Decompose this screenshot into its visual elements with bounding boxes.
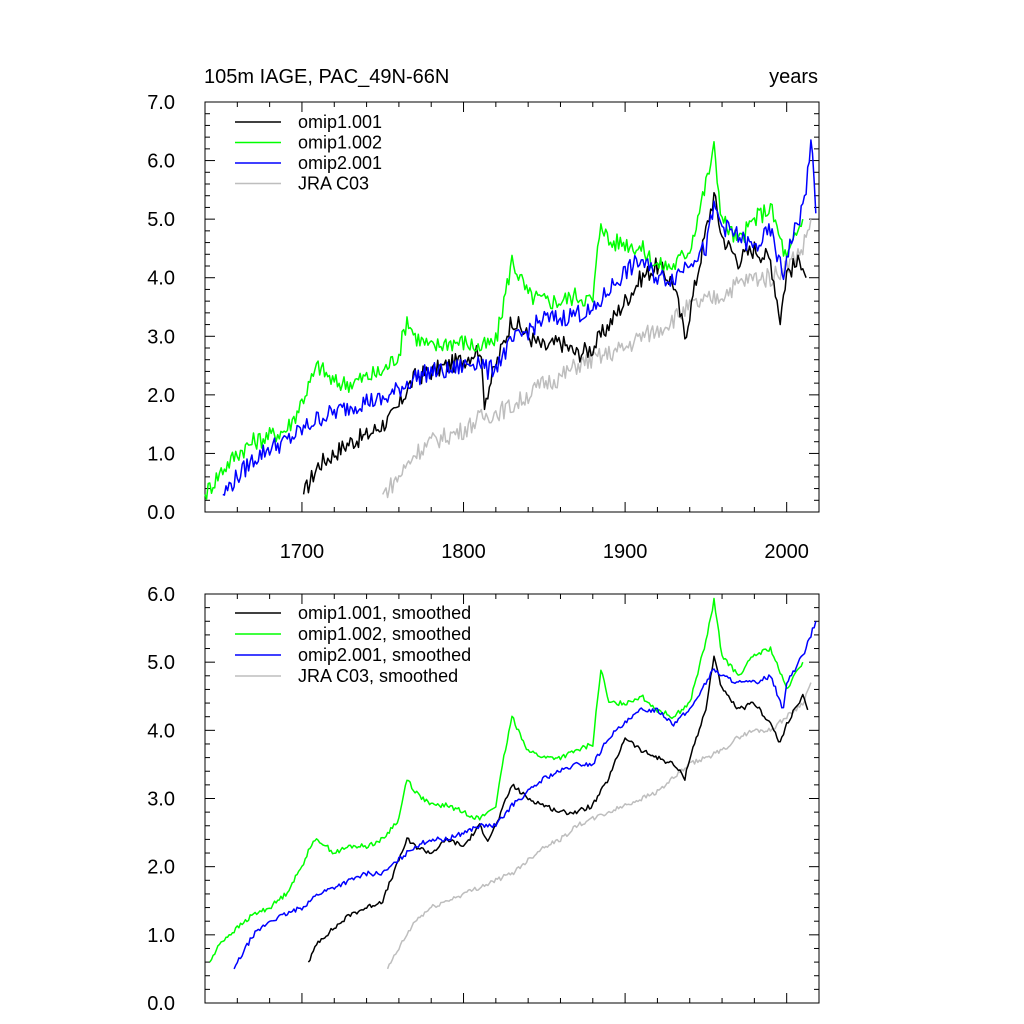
legend-label: omip1.002 <box>298 133 382 153</box>
series-line-omip2-001-smoothed <box>233 621 817 970</box>
bottom-axes: 0.0 1.0 2.0 3.0 4.0 5.0 6.0 <box>147 584 820 1015</box>
series-line-omip1-002 <box>204 140 804 500</box>
x-tick-label: 1700 <box>280 541 325 563</box>
series-line-jra-c03-smoothed <box>386 682 812 970</box>
top-chart-panel: 105m IAGE, PAC_49N-66N years 0.0 1.0 2.0 3.… <box>147 66 820 563</box>
y-tick-label: 3.0 <box>147 326 175 348</box>
legend-label: JRA C03 <box>298 174 369 194</box>
y-tick-label: 7.0 <box>147 92 175 114</box>
x-tick-label: 1800 <box>441 541 486 563</box>
y-tick-label: 4.0 <box>147 720 175 742</box>
legend-label: omip2.001, smoothed <box>298 645 471 665</box>
series-line-omip1-002-smoothed <box>209 597 804 963</box>
top-axes: 0.0 1.0 2.0 3.0 4.0 5.0 6.0 7.0 1700 1800 1900 2000 <box>147 92 820 563</box>
x-tick-label: 1900 <box>603 541 648 563</box>
legend-label: omip2.001 <box>298 153 382 173</box>
legend-label: omip1.001, smoothed <box>298 603 471 623</box>
series-line-omip2-001 <box>222 139 817 496</box>
y-tick-label: 0.0 <box>147 993 175 1015</box>
top-series-group <box>204 139 817 500</box>
legend-label: JRA C03, smoothed <box>298 666 458 686</box>
x-tick-label: 2000 <box>764 541 809 563</box>
y-tick-label: 3.0 <box>147 789 175 811</box>
series-line-omip1-001 <box>302 191 807 495</box>
y-tick-label: 6.0 <box>147 151 175 173</box>
chart-title: 105m IAGE, PAC_49N-66N <box>204 66 449 88</box>
bottom-chart-panel: 0.0 1.0 2.0 3.0 4.0 5.0 6.0 omip1.001, smoothe… <box>147 584 820 1015</box>
y-tick-label: 2.0 <box>147 857 175 879</box>
series-line-omip1-001-smoothed <box>307 655 809 963</box>
y-tick-label: 2.0 <box>147 385 175 407</box>
y-tick-label: 1.0 <box>147 443 175 465</box>
y-tick-label: 5.0 <box>147 209 175 231</box>
y-tick-label: 6.0 <box>147 584 175 606</box>
legend-label: omip1.002, smoothed <box>298 624 471 644</box>
y-tick-label: 5.0 <box>147 652 175 674</box>
top-plot-frame <box>204 101 820 513</box>
series-line-jra-c03 <box>382 218 812 499</box>
legend-label: omip1.001 <box>298 112 382 132</box>
y-tick-label: 0.0 <box>147 502 175 524</box>
chart-units: years <box>769 66 818 88</box>
bottom-series-group <box>209 597 817 970</box>
y-tick-label: 1.0 <box>147 925 175 947</box>
y-tick-label: 4.0 <box>147 268 175 290</box>
